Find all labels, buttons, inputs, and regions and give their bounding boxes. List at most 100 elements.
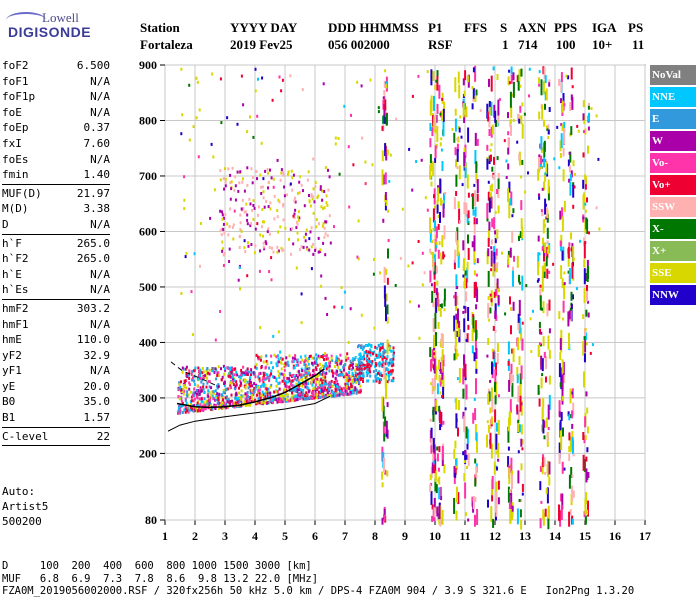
interference-point [457,427,459,437]
echo-point [199,386,202,390]
echo-point [299,360,302,364]
echo-point [336,373,338,377]
echo-point [333,380,336,384]
interference-point [520,400,523,416]
echo-point [297,363,300,367]
echo-point [328,369,331,373]
echo-point [202,387,205,391]
noise-point [544,203,547,207]
noise-point [395,117,398,121]
noise-point [584,202,587,206]
noise-point [361,136,364,140]
echo-point [271,375,274,379]
echo-point [290,399,293,402]
param-row: yE 20.0 [2,379,110,395]
echo-point [275,384,278,388]
interference-point [488,101,491,108]
polarization-legend: NoVal NNE E W Vo- Vo+ SSW X- X+ SSE NNW [650,65,696,307]
echo-point [392,355,395,359]
interference-point [496,278,499,289]
echo-point [324,253,327,257]
interference-point [472,87,475,99]
noise-point [508,81,511,85]
interference-point [518,299,521,316]
echo-point [234,175,237,179]
interference-point [385,268,388,275]
interference-point [443,299,446,307]
echo-point [375,368,378,372]
echo-point [340,359,343,363]
echo-point [199,409,202,413]
echo-point [312,368,315,372]
echo-point [253,382,256,386]
interference-point [496,343,499,353]
noise-point [548,79,551,83]
noise-point [239,287,241,291]
echo-point [306,377,309,381]
echo-point [208,380,211,383]
echo-point [313,361,316,365]
echo-point [197,366,200,370]
interference-point [559,430,562,438]
echo-point [310,378,313,382]
interference-point [475,368,478,374]
interference-point [508,69,511,73]
echo-point [354,374,357,378]
param-label: yF1 [2,364,22,378]
echo-point [348,374,351,378]
interference-point [567,246,570,259]
interference-point [518,69,521,82]
noise-point [426,208,429,212]
interference-point [569,307,572,311]
echo-point [239,170,242,174]
x-tick-label: 10 [429,529,441,543]
echo-point [198,374,201,377]
echo-point [321,189,323,193]
noise-point [219,77,222,81]
echo-point [325,201,328,205]
noise-point [546,127,549,131]
interference-point [548,107,551,112]
interference-point [507,360,510,366]
echo-point [306,247,309,251]
echo-point [297,369,300,373]
echo-point [201,408,203,412]
interference-point [466,333,469,343]
param-value: 35.0 [83,395,111,409]
noise-point [503,139,506,143]
interference-point [429,229,432,243]
interference-point [430,69,433,86]
interference-point [467,210,470,219]
echo-point [259,173,262,177]
interference-point [560,133,563,149]
echo-point [277,230,280,234]
interference-point [462,451,465,456]
echo-point [244,400,246,404]
echo-point [332,374,334,378]
interference-point [381,482,384,488]
interference-point [496,466,498,471]
echo-point [245,403,248,407]
echo-point [235,383,238,387]
interference-point [475,282,477,297]
noise-point [417,74,420,78]
echo-point [328,175,331,179]
echo-point [374,376,377,380]
interference-point [475,173,478,180]
interference-point [494,238,497,244]
echo-point [222,222,225,226]
echo-point [178,387,181,391]
interference-point [491,398,494,413]
echo-point [321,372,324,376]
echo-point [321,381,324,385]
interference-point [560,234,563,245]
echo-point [254,387,257,391]
echo-point [190,373,193,376]
noise-point [222,264,225,267]
echo-point [347,379,350,383]
echo-point [253,386,256,390]
interference-point [488,221,491,231]
echo-point [254,375,257,379]
echo-point [387,361,390,365]
interference-point [584,435,587,440]
